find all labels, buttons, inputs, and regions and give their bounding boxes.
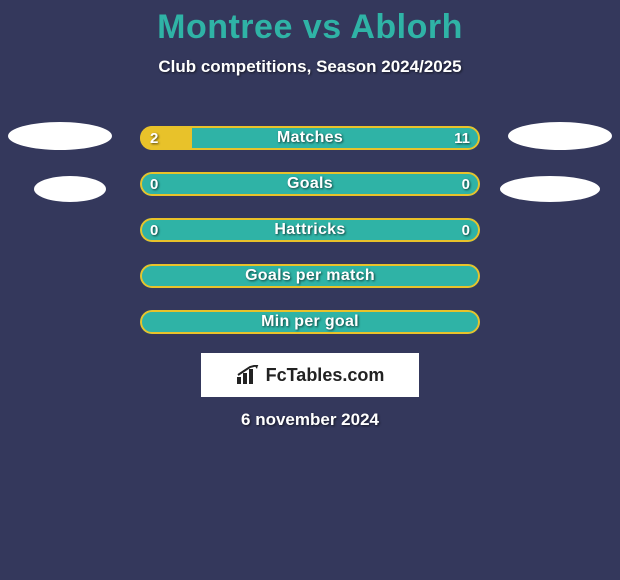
stat-label: Goals per match	[140, 264, 480, 288]
stat-row: 00Hattricks	[140, 218, 480, 242]
decorative-ellipse	[508, 122, 612, 150]
page-title: Montree vs Ablorh	[0, 0, 620, 47]
decorative-ellipse	[34, 176, 106, 202]
stat-label: Hattricks	[140, 218, 480, 242]
subtitle: Club competitions, Season 2024/2025	[0, 57, 620, 77]
comparison-panel: Montree vs Ablorh Club competitions, Sea…	[0, 0, 620, 580]
attribution-text: FcTables.com	[266, 365, 385, 386]
chart-icon	[236, 365, 260, 385]
vs-text: vs	[303, 8, 342, 46]
stat-rows: 211Matches 00Goals 00Hattricks Goals per ma…	[140, 126, 480, 356]
stat-row: Goals per match	[140, 264, 480, 288]
player-b-name: Ablorh	[350, 8, 463, 46]
stat-label: Goals	[140, 172, 480, 196]
decorative-ellipse	[8, 122, 112, 150]
stat-row: 00Goals	[140, 172, 480, 196]
player-a-name: Montree	[157, 8, 293, 46]
date-text: 6 november 2024	[0, 410, 620, 430]
stat-label: Min per goal	[140, 310, 480, 334]
stat-row: 211Matches	[140, 126, 480, 150]
stat-label: Matches	[140, 126, 480, 150]
decorative-ellipse	[500, 176, 600, 202]
attribution-box: FcTables.com	[201, 353, 419, 397]
stat-row: Min per goal	[140, 310, 480, 334]
